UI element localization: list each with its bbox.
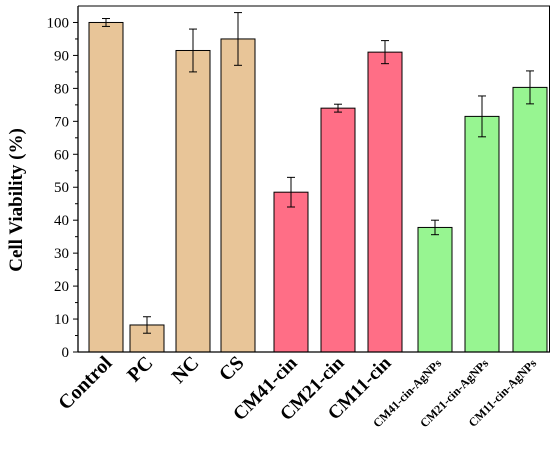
- y-tick-label-80: 80: [54, 81, 69, 97]
- y-tick-label-60: 60: [54, 147, 69, 163]
- bar-nc: [175, 49, 211, 353]
- bar-cm41-cin-agnps: [417, 226, 453, 353]
- y-tick-label-30: 30: [54, 246, 69, 262]
- error-bars: [102, 12, 534, 334]
- y-tick-label-20: 20: [54, 279, 69, 295]
- bar-cs: [220, 38, 256, 353]
- y-axis-title: Cell Viability (%): [6, 128, 27, 272]
- y-tick-label-0: 0: [62, 345, 70, 361]
- x-tick-label-nc: NC: [168, 352, 204, 388]
- y-tick-label-40: 40: [54, 213, 69, 229]
- y-tick-label-100: 100: [47, 15, 70, 31]
- bar-cm21-cin-agnps: [464, 115, 500, 353]
- bar-control: [88, 21, 124, 353]
- bar-cm11-cin-agnps: [512, 86, 548, 353]
- bar-cm21-cin: [320, 107, 356, 353]
- x-tick-label-control: Control: [54, 352, 117, 415]
- bar-cm41-cin: [273, 191, 309, 353]
- bar-cm11-cin: [367, 51, 403, 353]
- bars: [88, 21, 548, 353]
- x-tick-label-cs: CS: [215, 352, 249, 386]
- x-tick-label-pc: PC: [123, 352, 157, 386]
- y-tick-label-10: 10: [54, 312, 69, 328]
- y-tick-label-90: 90: [54, 48, 69, 64]
- y-tick-label-50: 50: [54, 180, 69, 196]
- y-tick-label-70: 70: [54, 114, 69, 130]
